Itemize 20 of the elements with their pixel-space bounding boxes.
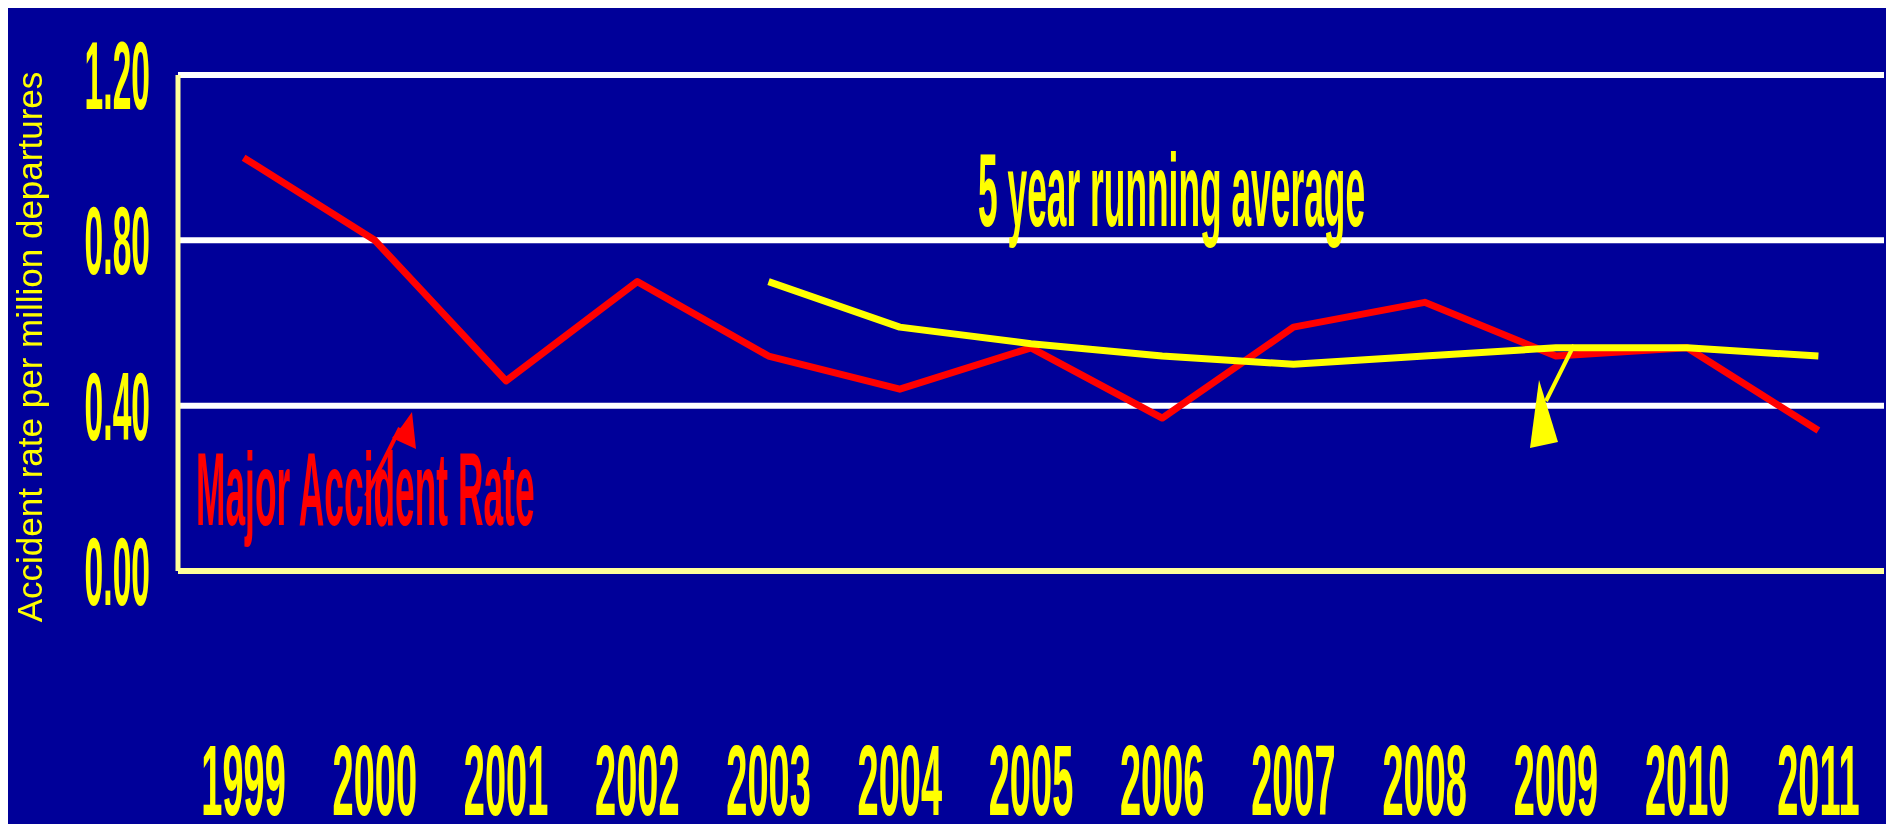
x-tick-label: 2002 xyxy=(595,725,680,824)
y-tick-label: 1.20 xyxy=(84,22,150,130)
x-tick-label: 2007 xyxy=(1251,725,1336,824)
x-tick-label: 1999 xyxy=(201,725,286,824)
y-tick-label: 0.00 xyxy=(84,518,150,626)
x-tick-label: 2006 xyxy=(1119,725,1205,824)
x-tick-label: 2009 xyxy=(1513,725,1599,824)
x-tick-label: 2010 xyxy=(1644,725,1730,824)
x-tick-label: 2008 xyxy=(1382,725,1467,824)
y-tick-label: 0.80 xyxy=(84,187,150,295)
x-tick-label: 2004 xyxy=(857,725,943,824)
x-tick-label: 2001 xyxy=(463,725,549,824)
legend-label: Major Accident Rate xyxy=(196,431,535,547)
series-label: 5 year running average xyxy=(978,132,1366,248)
x-tick-label: 2011 xyxy=(1777,725,1860,824)
x-tick-label: 2005 xyxy=(988,725,1074,824)
x-tick-label: 2000 xyxy=(332,725,418,824)
x-tick-label: 2003 xyxy=(726,725,811,824)
y-axis-title: Accident rate per million departures xyxy=(10,71,49,623)
y-tick-label: 0.40 xyxy=(84,352,150,460)
